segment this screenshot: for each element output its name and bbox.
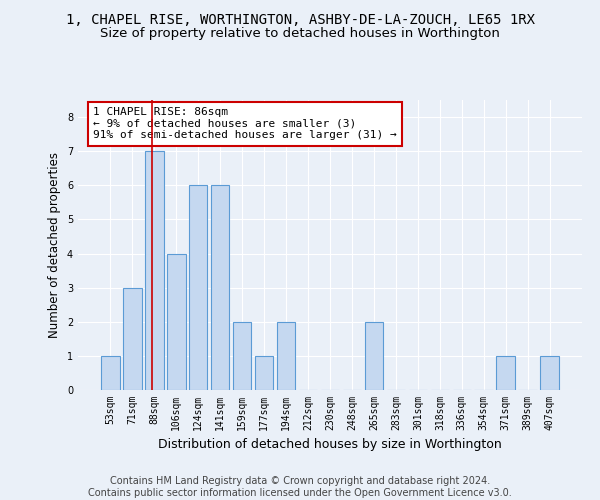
Bar — [277, 322, 295, 390]
Bar — [255, 356, 274, 390]
Bar — [189, 186, 208, 390]
Text: Contains HM Land Registry data © Crown copyright and database right 2024.
Contai: Contains HM Land Registry data © Crown c… — [88, 476, 512, 498]
Text: 1, CHAPEL RISE, WORTHINGTON, ASHBY-DE-LA-ZOUCH, LE65 1RX: 1, CHAPEL RISE, WORTHINGTON, ASHBY-DE-LA… — [65, 12, 535, 26]
Bar — [101, 356, 119, 390]
Bar — [233, 322, 251, 390]
X-axis label: Distribution of detached houses by size in Worthington: Distribution of detached houses by size … — [158, 438, 502, 452]
Bar — [496, 356, 515, 390]
Bar — [365, 322, 383, 390]
Y-axis label: Number of detached properties: Number of detached properties — [49, 152, 61, 338]
Bar — [145, 151, 164, 390]
Text: 1 CHAPEL RISE: 86sqm
← 9% of detached houses are smaller (3)
91% of semi-detache: 1 CHAPEL RISE: 86sqm ← 9% of detached ho… — [93, 108, 397, 140]
Text: Size of property relative to detached houses in Worthington: Size of property relative to detached ho… — [100, 28, 500, 40]
Bar — [211, 186, 229, 390]
Bar — [167, 254, 185, 390]
Bar — [541, 356, 559, 390]
Bar — [123, 288, 142, 390]
